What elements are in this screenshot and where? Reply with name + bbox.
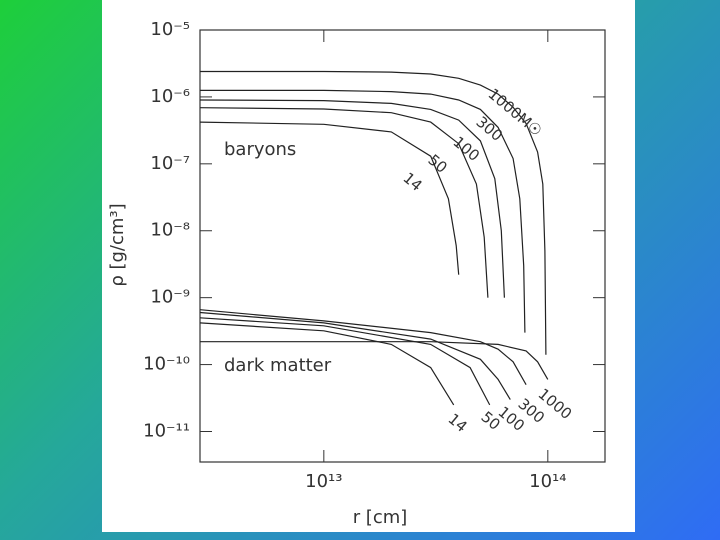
y-tick-label: 10⁻¹¹ — [143, 420, 190, 441]
curve — [200, 70, 547, 355]
annotation: dark matter — [224, 355, 332, 376]
curve — [199, 317, 491, 406]
curve — [199, 121, 460, 275]
curve-label: 14 — [400, 169, 426, 195]
y-tick-label: 10⁻⁷ — [150, 153, 190, 174]
y-tick-label: 10⁻⁸ — [150, 220, 190, 241]
curve — [199, 311, 511, 400]
x-tick-label: 10¹³ — [305, 471, 342, 492]
curve — [200, 89, 526, 333]
curve-label: 14 — [445, 410, 471, 436]
slide-panel — [102, 0, 635, 532]
y-axis-title: ρ [g/cm³] — [107, 203, 128, 286]
plot-frame — [199, 29, 606, 463]
y-tick-label: 10⁻¹⁰ — [143, 354, 190, 375]
y-tick-label: 10⁻⁶ — [150, 86, 190, 107]
annotation: baryons — [224, 139, 296, 160]
curve — [199, 309, 527, 385]
y-tick-label: 10⁻⁹ — [150, 287, 190, 308]
curve-label: 300 — [473, 113, 507, 145]
curve — [200, 341, 549, 380]
x-axis-title: r [cm] — [353, 507, 408, 528]
curve — [199, 322, 455, 406]
curve — [199, 99, 505, 298]
y-tick-label: 10⁻⁵ — [150, 19, 190, 40]
x-tick-label: 10¹⁴ — [529, 471, 566, 492]
curve — [199, 107, 489, 298]
